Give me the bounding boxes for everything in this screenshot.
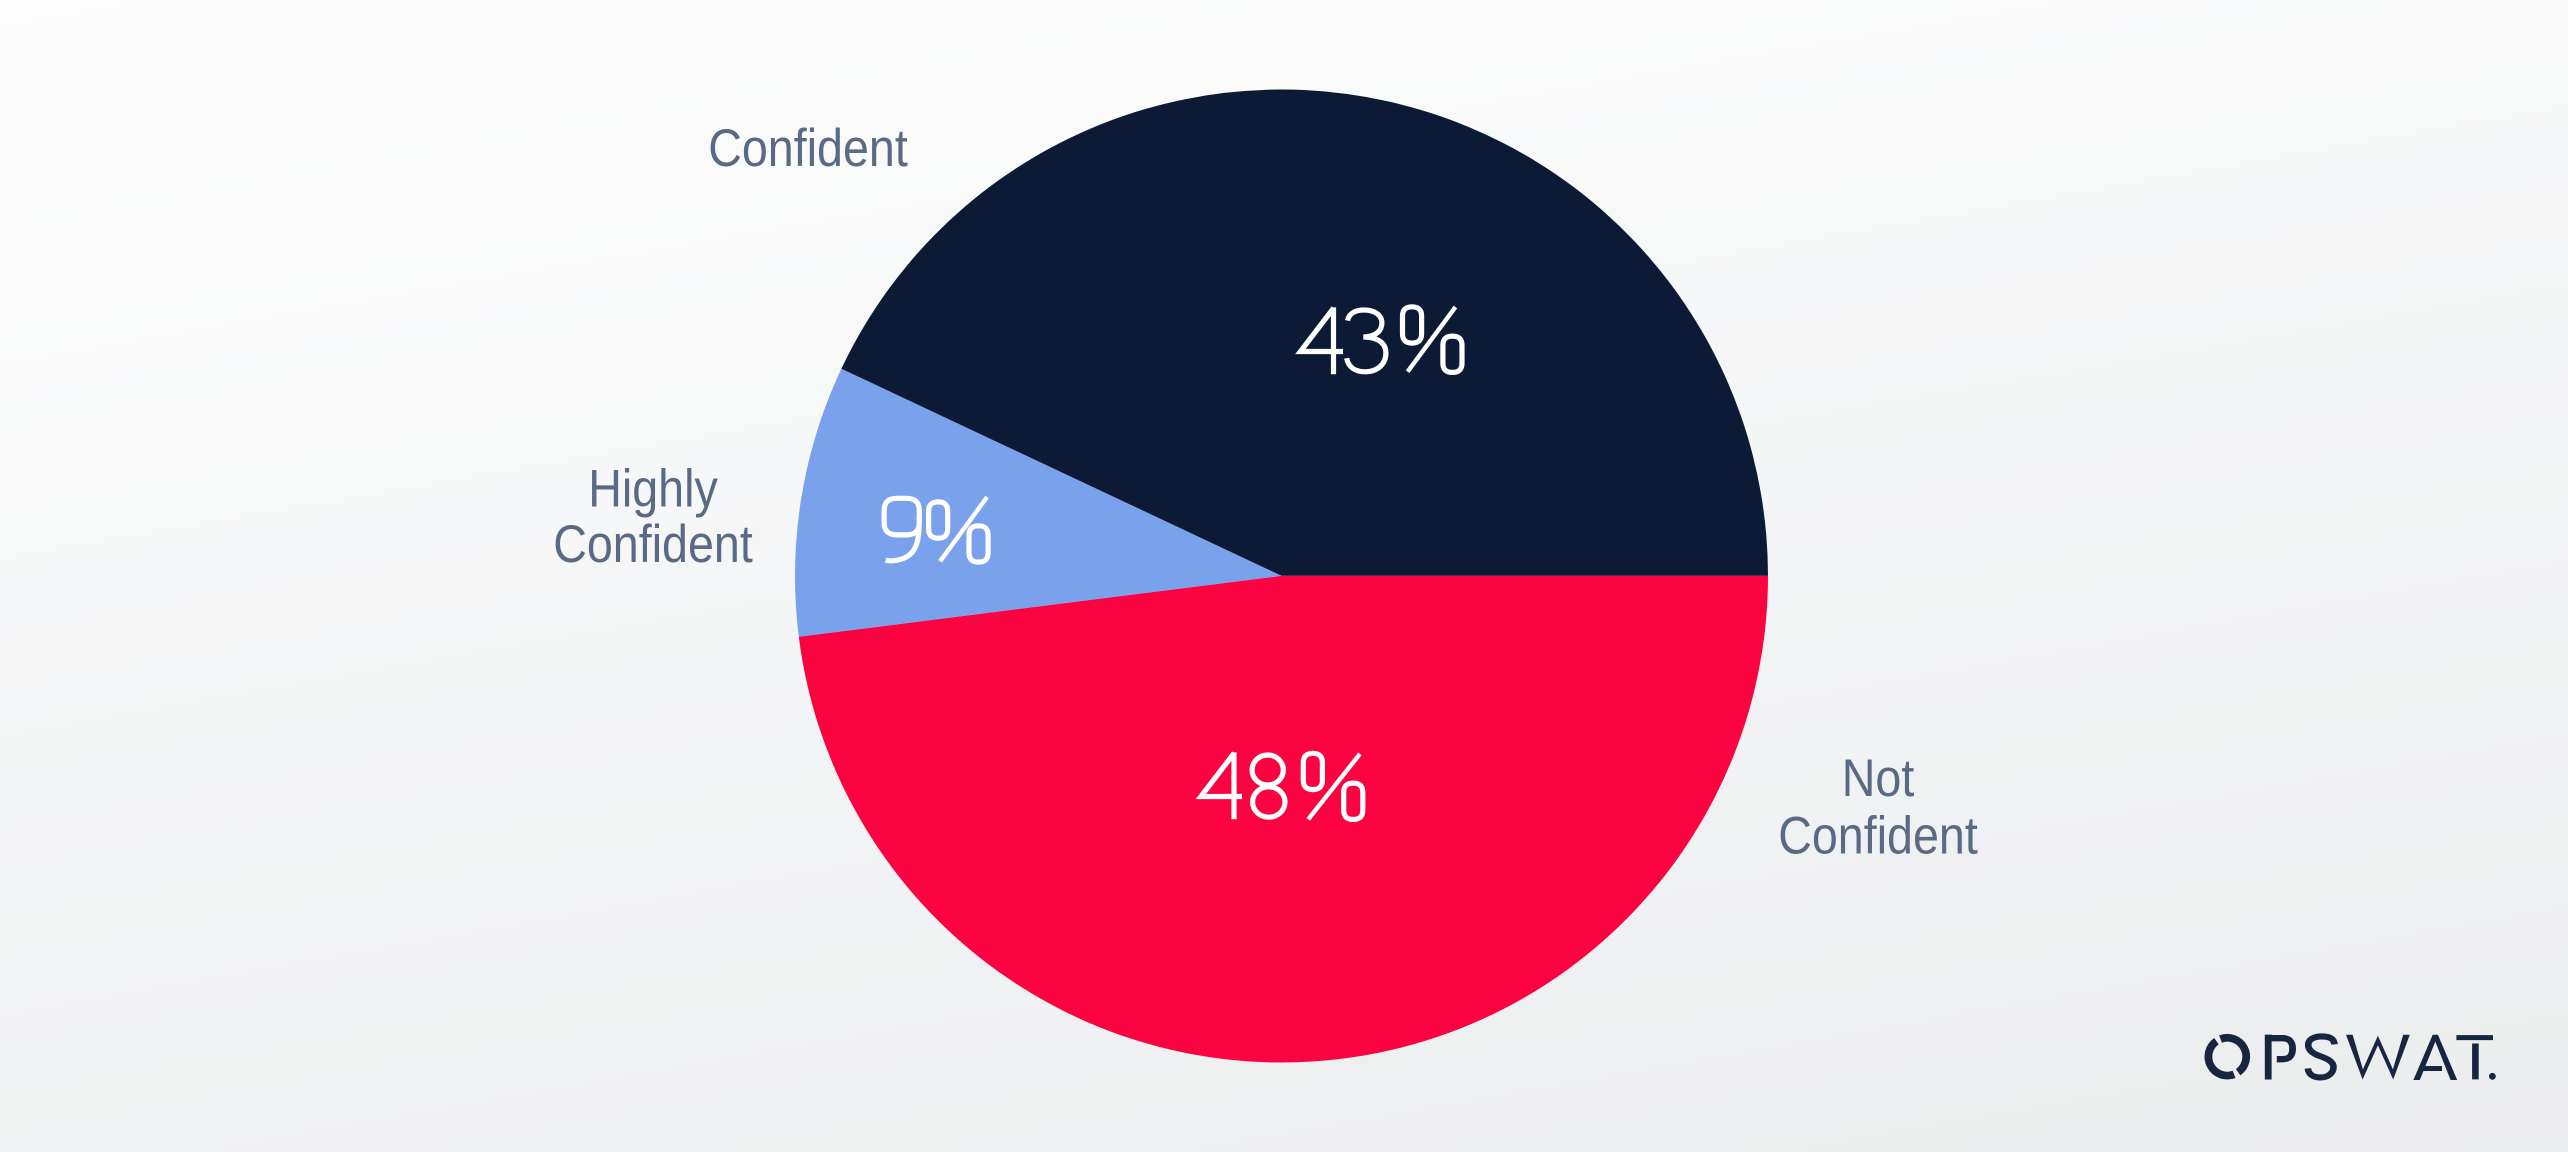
svg-text:Confident: Confident [1778, 806, 1978, 865]
svg-text:Confident: Confident [708, 118, 908, 177]
svg-text:Not: Not [1842, 748, 1915, 807]
svg-text:Confident: Confident [553, 514, 753, 573]
svg-text:Highly: Highly [588, 459, 718, 518]
